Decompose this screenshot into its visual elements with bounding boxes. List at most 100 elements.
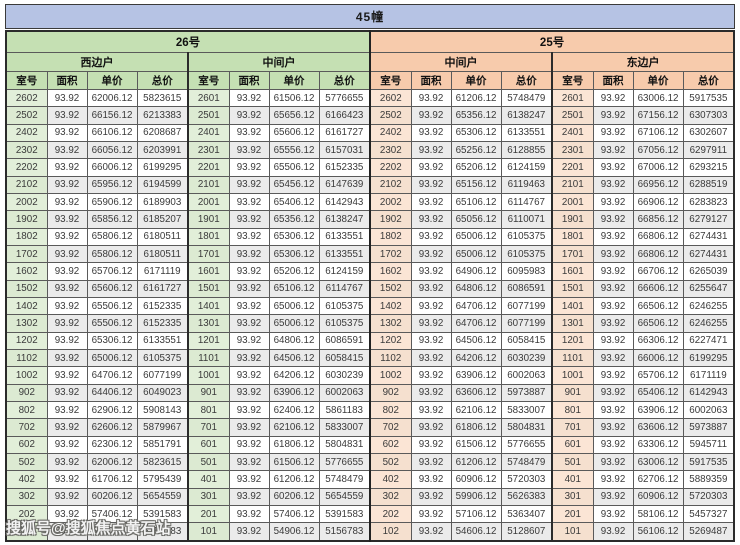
unit-price-cell: 66906.12 [632,192,684,212]
room-cell: 1502 [5,279,48,298]
area-cell: 93.92 [410,140,452,160]
unit-price-cell: 63606.12 [450,383,502,402]
table-row: 1802 93.92 65806.12 6180511 1801 93.92 65306.1… [5,227,736,246]
unit-price-cell: 64206.12 [268,366,320,385]
total-price-cell: 5776655 [500,435,554,454]
unit-price-cell: 65606.12 [268,123,320,142]
area-cell: 93.92 [228,123,270,142]
room-cell: 1302 [5,314,48,333]
room-cell: 802 [5,400,48,420]
unit-price-cell: 62106.12 [268,418,320,437]
area-cell: 93.92 [410,331,452,350]
total-price-cell: 6208687 [136,123,189,142]
area-cell: 93.92 [592,314,634,333]
table-row: 2102 93.92 65956.12 6194599 2101 93.92 65456.1… [5,175,736,194]
area-cell: 93.92 [592,88,634,108]
room-cell: 1302 [369,314,412,333]
area-cell: 93.92 [46,470,88,489]
total-price-cell: 6283823 [682,192,736,212]
unit-price-cell: 66156.12 [86,106,138,125]
room-cell: 2001 [187,192,230,212]
table-row: 2402 93.92 66106.12 6208687 2401 93.92 65606.1… [5,123,736,142]
room-cell: 1702 [369,244,412,264]
total-price-cell: 5823615 [136,452,189,472]
area-cell: 93.92 [228,470,270,489]
unit-price-cell: 66806.12 [632,227,684,246]
area-cell: 93.92 [228,106,270,125]
room-cell: 2502 [369,106,412,125]
unit-price-cell: 60906.12 [632,487,684,506]
side-group-row: 西边户 中间户 中间户 东边户 [5,52,735,72]
area-cell: 93.92 [228,366,270,385]
unit-price-cell: 66006.12 [632,348,684,368]
area-cell: 93.92 [228,487,270,506]
area-cell: 93.92 [592,262,634,281]
total-price-cell: 6161727 [136,279,189,298]
total-price-cell: 6189903 [136,192,189,212]
area-cell: 93.92 [592,296,634,316]
total-price-cell: 6002063 [500,366,554,385]
unit-price-cell: 62706.12 [632,470,684,489]
unit-price-cell: 62006.12 [86,88,138,108]
total-price-cell: 6077199 [500,314,554,333]
area-cell: 93.92 [410,418,452,437]
room-cell: 201 [551,504,594,524]
room-cell: 901 [551,383,594,402]
room-cell: 1401 [187,296,230,316]
room-cell: 1002 [5,366,48,385]
total-price-cell: 5776655 [318,452,372,472]
table-body: 2602 93.92 62006.12 5823615 2601 93.92 61506.1… [5,88,736,542]
area-cell: 93.92 [410,400,452,420]
total-price-cell: 6095983 [500,262,554,281]
total-price-cell: 6157031 [318,140,372,160]
room-cell: 901 [187,383,230,402]
room-cell: 1001 [187,366,230,385]
area-cell: 93.92 [46,331,88,350]
total-price-cell: 6030239 [500,348,554,368]
table-row: 2502 93.92 66156.12 6213383 2501 93.92 65656.1… [5,106,736,125]
unit-price-cell: 54606.12 [450,522,502,542]
unit-price-cell: 61506.12 [450,435,502,454]
room-cell: 102 [369,522,412,542]
unit-price-cell: 57406.12 [268,504,320,524]
table-row: 902 93.92 64406.12 6049023 901 93.92 63906.12 6… [5,383,736,402]
unit-price-cell: 66806.12 [632,244,684,264]
area-cell: 93.92 [410,244,452,264]
unit-price-cell: 59906.12 [450,487,502,506]
unit-price-cell: 65006.12 [86,348,138,368]
room-cell: 902 [5,383,48,402]
building-title: 45幢 [355,10,385,24]
unit-price-cell: 64506.12 [450,331,502,350]
unit-price-cell: 65006.12 [268,296,320,316]
total-price-cell: 6142943 [318,192,372,212]
unit-price-header: 单价 [632,71,684,90]
total-price-cell: 6152335 [318,158,372,177]
unit-price-cell: 64706.12 [450,296,502,316]
total-price-cell: 5973887 [500,383,554,402]
unit-price-cell: 66306.12 [632,331,684,350]
total-price-cell: 6119463 [500,175,554,194]
price-table: 26号 25号 西边户 中间户 中间户 东边户 室号 面积 单价 总价 室号 面积 单价 总价… [5,30,736,542]
room-cell: 1101 [187,348,230,368]
room-cell: 2501 [187,106,230,125]
unit-group-row: 26号 25号 [5,30,735,53]
area-cell: 93.92 [410,348,452,368]
area-cell: 93.92 [46,400,88,420]
table-row: 202 93.92 57406.12 5391583 201 93.92 57406.12 5… [5,504,736,524]
unit-price-cell: 62306.12 [86,435,138,454]
total-price-cell: 6147639 [318,175,372,194]
unit-price-cell: 65506.12 [86,314,138,333]
unit-price-cell: 65206.12 [450,158,502,177]
unit-price-cell: 66606.12 [632,279,684,298]
area-cell: 93.92 [410,314,452,333]
area-cell: 93.92 [410,210,452,229]
unit-price-cell: 60206.12 [86,487,138,506]
unit-price-cell: 63306.12 [632,435,684,454]
total-price-cell: 5973887 [682,418,736,437]
room-cell: 1401 [551,296,594,316]
area-header: 面积 [228,71,270,90]
room-cell: 1201 [187,331,230,350]
area-cell: 93.92 [228,192,270,212]
unit-price-cell: 65006.12 [450,227,502,246]
total-price-cell: 6180511 [136,244,189,264]
